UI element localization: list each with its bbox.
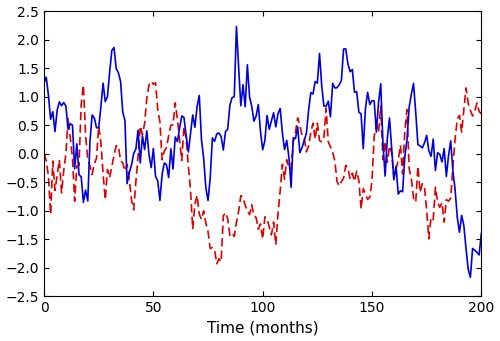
X-axis label: Time (months): Time (months): [207, 321, 318, 336]
